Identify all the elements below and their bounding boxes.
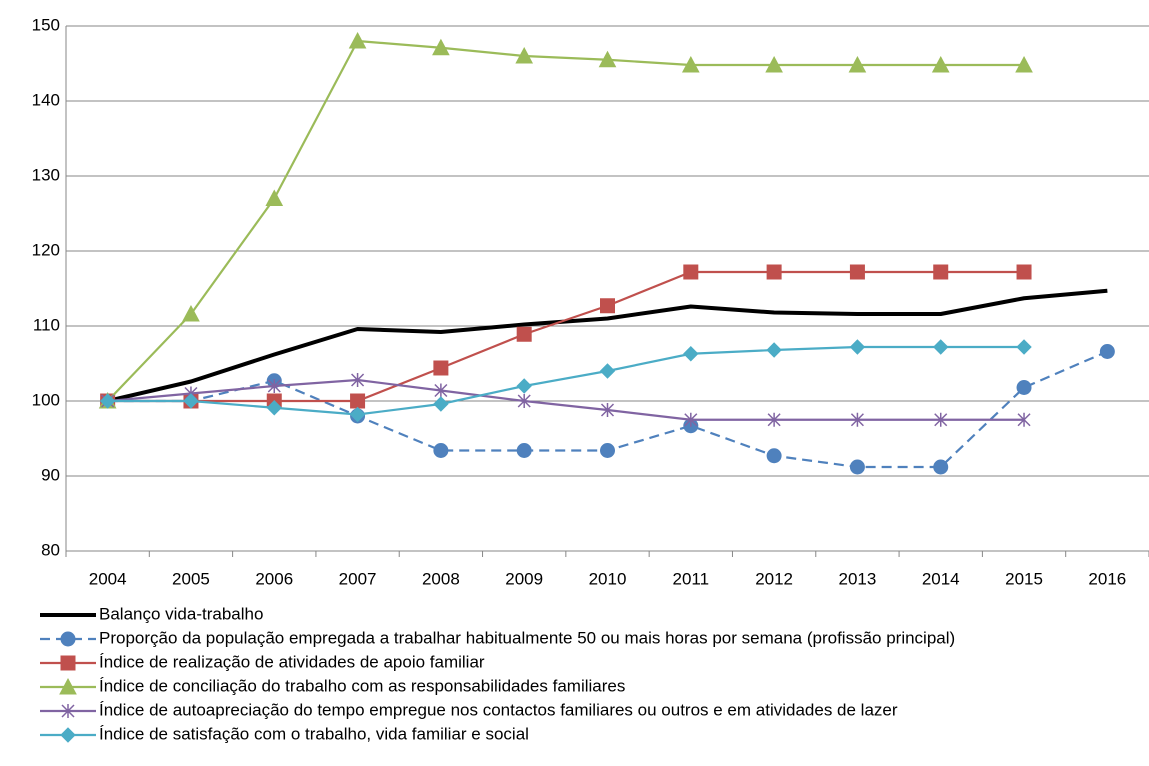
point: [598, 50, 617, 68]
point: [1016, 264, 1032, 280]
legend-marker: [60, 655, 76, 671]
series-line: [107, 378, 1025, 421]
point: [517, 394, 531, 408]
point: [266, 400, 282, 416]
y-tick-label: 90: [41, 465, 60, 484]
legend-marker: [60, 631, 76, 647]
point: [515, 46, 534, 64]
point: [849, 339, 866, 355]
x-tick-label: 2012: [755, 569, 793, 588]
legend-marker: [60, 727, 76, 743]
x-tick-label: 2013: [839, 569, 877, 588]
x-tick-label: 2010: [589, 569, 627, 588]
point: [516, 443, 532, 458]
point: [933, 339, 949, 355]
series-line: [107, 270, 1025, 403]
point: [349, 406, 366, 423]
x-tick-label: 2011: [673, 569, 710, 588]
point: [849, 264, 865, 280]
point: [1099, 344, 1115, 359]
point: [433, 360, 449, 376]
x-tick-label: 2005: [172, 569, 210, 588]
y-tick-label: 120: [32, 240, 60, 259]
series-line: [107, 288, 1108, 403]
x-tick-label: 2006: [255, 569, 293, 588]
legend-marker: [61, 704, 75, 718]
point: [934, 412, 948, 427]
legend-marker: [59, 677, 77, 695]
point: [183, 393, 199, 409]
point: [765, 55, 783, 73]
point: [265, 189, 284, 206]
point: [681, 55, 700, 73]
point: [516, 378, 532, 394]
x-tick-label: 2016: [1088, 569, 1126, 588]
point: [684, 412, 698, 427]
point: [600, 443, 615, 458]
legend-label: Índice de conciliação do trabalho com as…: [99, 676, 625, 695]
point: [99, 393, 116, 409]
point: [433, 443, 449, 458]
x-tick-label: 2007: [339, 569, 377, 588]
point: [933, 459, 949, 475]
point: [600, 298, 615, 314]
y-tick-label: 140: [32, 90, 60, 109]
point: [848, 55, 867, 73]
point: [599, 363, 616, 379]
point: [434, 383, 448, 398]
legend-label: Proporção da população empregada a traba…: [99, 628, 955, 647]
y-tick-label: 150: [32, 15, 60, 34]
point: [849, 459, 865, 475]
legend-label: Balanço vida-trabalho: [99, 604, 263, 623]
point: [767, 412, 781, 427]
point: [432, 38, 450, 56]
point: [267, 379, 281, 393]
point: [766, 342, 782, 358]
x-tick-label: 2014: [922, 569, 960, 588]
x-tick-label: 2008: [422, 569, 460, 588]
point: [931, 55, 950, 73]
point: [766, 264, 782, 280]
legend-label: Índice de satisfação com o trabalho, vid…: [99, 724, 529, 743]
point: [351, 373, 365, 387]
point: [350, 393, 366, 409]
point: [348, 31, 367, 49]
point: [1016, 380, 1032, 395]
x-tick-label: 2004: [89, 569, 127, 588]
y-tick-label: 130: [32, 165, 60, 184]
point: [683, 346, 699, 362]
point: [182, 304, 200, 322]
legend-label: Índice de realização de atividades de ap…: [99, 652, 485, 671]
y-tick-label: 80: [41, 540, 60, 559]
point: [933, 264, 949, 280]
point: [850, 412, 864, 427]
point: [1016, 339, 1032, 355]
x-tick-label: 2015: [1005, 569, 1043, 588]
point: [516, 326, 532, 342]
point: [683, 264, 699, 280]
x-tick-label: 2009: [505, 569, 543, 588]
y-tick-label: 100: [32, 390, 60, 409]
point: [766, 448, 782, 464]
series-line: [107, 345, 1025, 416]
point: [600, 403, 615, 417]
legend-label: Índice de autoapreciação do tempo empreg…: [99, 700, 898, 719]
point: [1015, 55, 1033, 73]
y-tick-label: 110: [33, 315, 60, 334]
point: [433, 396, 449, 412]
series-line: [106, 39, 1025, 402]
point: [1017, 412, 1031, 427]
